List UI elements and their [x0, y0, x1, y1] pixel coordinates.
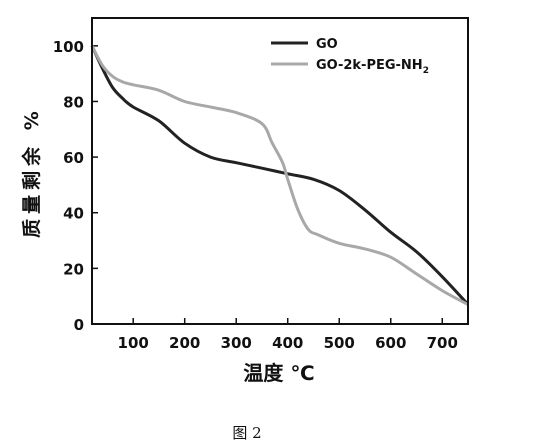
legend-label-peg-main: GO-2k-PEG-NH	[316, 58, 423, 73]
legend-label-peg-subscript: 2	[423, 66, 429, 76]
legend-label-peg: GO-2k-PEG-NH2	[316, 58, 429, 76]
x-tick-label: 500	[324, 334, 355, 352]
series-line-0	[90, 45, 470, 306]
y-axis-title: 质量剩余 %	[20, 106, 43, 238]
series-line-1	[90, 45, 469, 306]
y-tick-label: 40	[63, 205, 84, 223]
x-tick-label: 400	[272, 334, 303, 352]
legend-label-go: GO	[316, 37, 338, 52]
y-tick-label: 0	[74, 316, 84, 334]
x-tick-label: 200	[169, 334, 200, 352]
plot-frame	[91, 17, 469, 325]
tick-labels: 100 200 300 400 500 600 700 0 20 40 60 80 100	[53, 38, 458, 352]
y-tick-label: 60	[63, 149, 84, 167]
x-tick-label: 100	[118, 334, 149, 352]
x-tick-label: 700	[427, 334, 458, 352]
x-tick-label: 600	[375, 334, 406, 352]
y-tick-label: 100	[53, 38, 84, 56]
y-tick-label: 80	[63, 93, 84, 111]
legend: GO GO-2k-PEG-NH2	[271, 37, 429, 76]
series-lines	[90, 45, 470, 306]
x-axis-title: 温度 ℃	[243, 361, 314, 385]
x-tick-label: 300	[221, 334, 252, 352]
y-tick-label: 20	[63, 260, 84, 278]
figure-caption: 图 2	[232, 424, 261, 442]
